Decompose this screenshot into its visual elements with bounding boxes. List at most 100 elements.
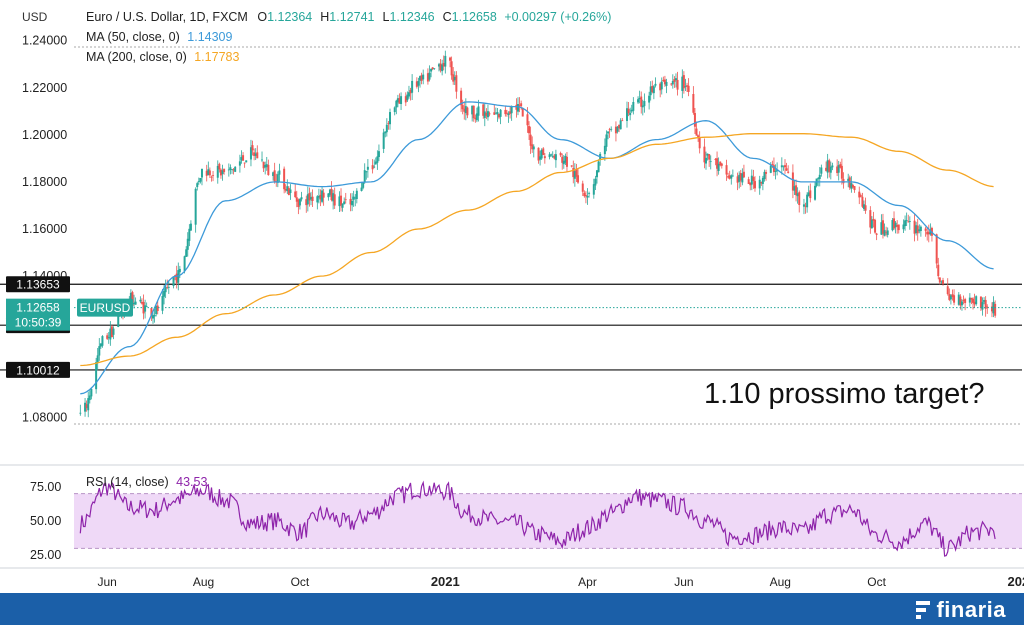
ohlc-value: 1.12741 — [329, 10, 375, 24]
level-tag — [6, 276, 70, 293]
candle-body — [167, 286, 170, 288]
candle-body — [915, 225, 918, 234]
candle-body — [698, 136, 701, 149]
candle-body — [765, 172, 768, 174]
candle-body — [183, 256, 186, 271]
candle-body — [499, 109, 502, 117]
x-tick-label: Oct — [867, 575, 886, 589]
candle-body — [188, 228, 191, 241]
candle-body — [298, 199, 301, 206]
candle-body — [96, 355, 99, 363]
candle-body — [466, 107, 469, 116]
candle-body — [780, 165, 783, 168]
candle-body — [561, 156, 564, 163]
candle-body — [444, 55, 447, 67]
y-tick-label: 1.16000 — [22, 222, 67, 236]
candle-body — [785, 168, 788, 171]
candle-body — [249, 147, 252, 160]
candle-body — [791, 172, 794, 191]
candle-body — [107, 337, 110, 338]
candle-body — [101, 336, 104, 346]
ohlc-h: H1.12741 — [320, 10, 374, 24]
candle-body — [621, 120, 624, 122]
candle-body — [411, 80, 414, 93]
candle-body — [929, 229, 932, 235]
candle-body — [817, 178, 820, 180]
candle-body — [986, 306, 989, 308]
candle-body — [129, 292, 132, 302]
candle-body — [750, 175, 753, 185]
candle-body — [516, 104, 519, 112]
candle-body — [588, 192, 591, 194]
candle-body — [850, 183, 853, 189]
candle-body — [449, 57, 452, 61]
candle-body — [321, 190, 324, 202]
candle-body — [242, 155, 245, 161]
ohlc-key: H — [320, 10, 330, 24]
current-price-label: 1.12658 — [16, 301, 60, 315]
candle-body — [693, 112, 696, 127]
candle-body — [957, 294, 960, 305]
candle-body — [607, 131, 610, 134]
ohlc-key: C — [442, 10, 452, 24]
candle-body — [992, 301, 995, 314]
candle-body — [351, 200, 354, 206]
candle-body — [975, 296, 978, 305]
candle-body — [763, 171, 766, 180]
candle-body — [973, 301, 976, 305]
candle-body — [926, 231, 929, 235]
candle-body — [227, 169, 230, 171]
candle-body — [189, 223, 192, 231]
x-tick-label: Jun — [674, 575, 693, 589]
candle-body — [706, 153, 709, 156]
candle-body — [153, 314, 156, 317]
candle-body — [431, 67, 434, 70]
candle-body — [385, 124, 388, 133]
candle-body — [286, 186, 289, 192]
candle-body — [328, 189, 331, 195]
candle-body — [389, 112, 391, 125]
candle-body — [940, 281, 943, 283]
candle-body — [276, 174, 279, 183]
candle-body — [874, 220, 877, 233]
candle-body — [946, 286, 949, 295]
candle-body — [234, 166, 237, 172]
ma200-label: MA (200, close, 0) — [86, 50, 187, 64]
candle-body — [840, 165, 843, 179]
candle-body — [311, 196, 314, 202]
candle-body — [919, 226, 922, 232]
candle-body — [964, 299, 967, 304]
candle-body — [662, 79, 665, 82]
candle-body — [287, 188, 290, 195]
candle-body — [531, 144, 534, 150]
candle-body — [807, 192, 810, 197]
candle-body — [218, 163, 221, 170]
candle-body — [697, 135, 700, 138]
candle-body — [253, 152, 256, 156]
candle-body — [674, 78, 677, 81]
candle-body — [953, 295, 956, 303]
candle-body — [839, 164, 842, 168]
symbol-label: EURUSD — [80, 301, 131, 315]
candle-body — [820, 167, 823, 174]
candle-body — [205, 170, 208, 176]
candle-body — [393, 107, 396, 113]
candle-body — [553, 155, 556, 159]
candle-body — [134, 301, 137, 305]
candle-body — [407, 92, 410, 97]
candle-body — [665, 81, 668, 86]
candle-body — [349, 198, 352, 205]
candle-body — [670, 83, 673, 85]
candle-body — [223, 168, 226, 172]
candle-body — [95, 362, 98, 390]
y-tick-label: 1.08000 — [22, 410, 67, 424]
candle-body — [595, 170, 598, 178]
candle-body — [825, 167, 828, 171]
candle-body — [875, 233, 878, 235]
candle-body — [231, 169, 233, 171]
candle-body — [254, 153, 257, 156]
candle-body — [562, 160, 565, 165]
candle-body — [110, 326, 113, 338]
candle-body — [485, 112, 488, 116]
